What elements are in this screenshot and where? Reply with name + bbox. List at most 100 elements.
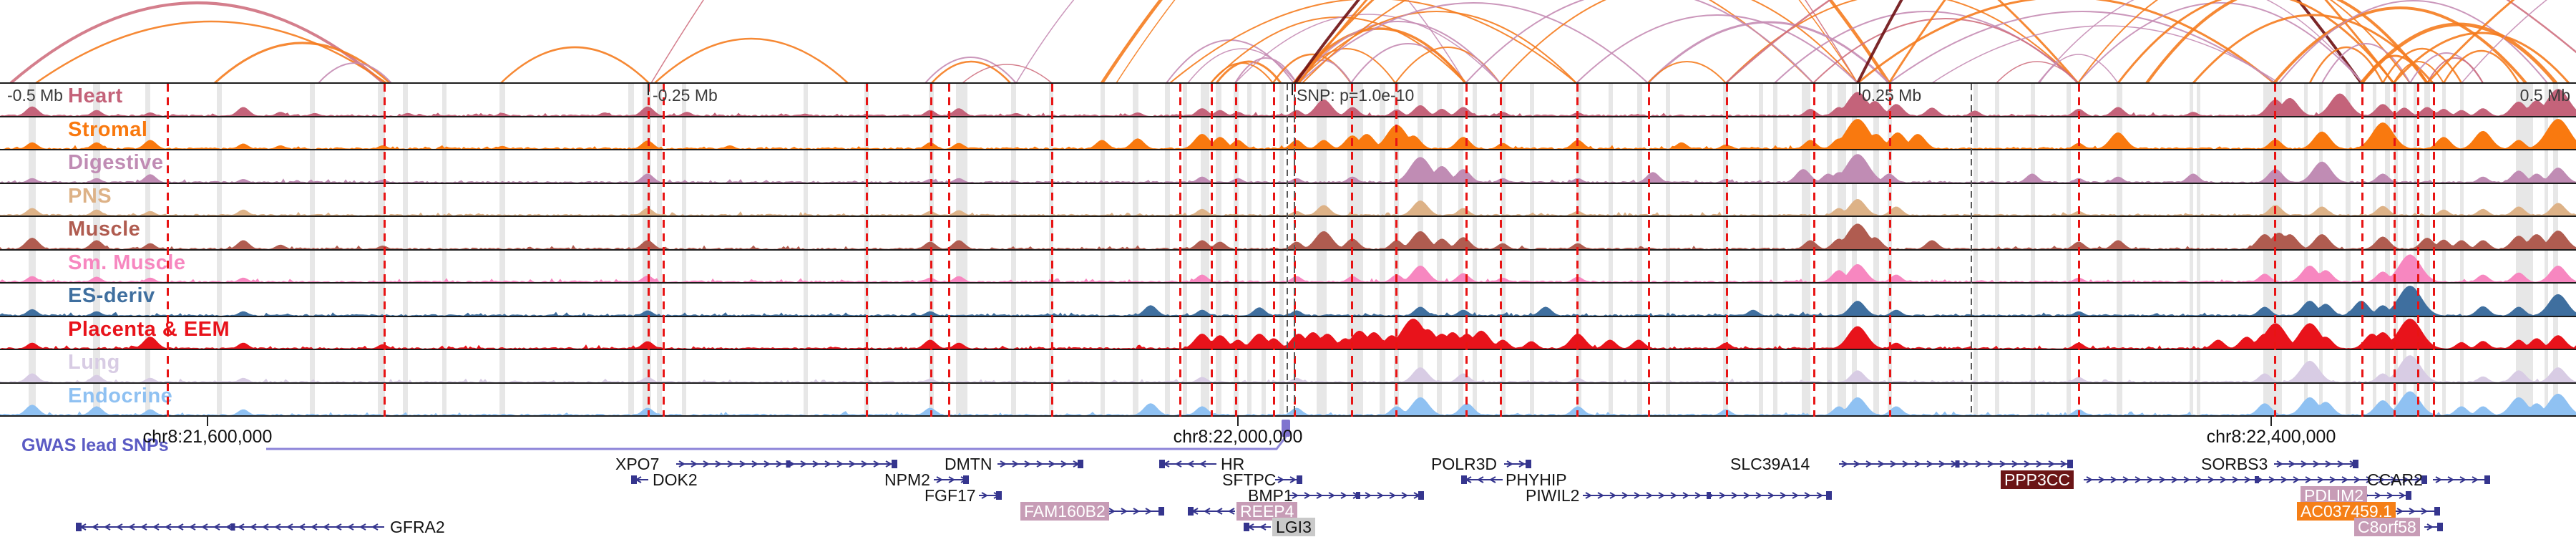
interaction-arc[interactable]	[1499, 0, 1858, 83]
interaction-arc[interactable]	[1234, 57, 1297, 83]
gene-body-fam160b2[interactable]	[1106, 507, 1164, 516]
gene-label-hr[interactable]: HR	[1221, 455, 1245, 473]
interaction-arc[interactable]	[2321, 43, 2411, 83]
signal-plot[interactable]	[0, 184, 2576, 216]
gene-label-sftpc[interactable]: SFTPC	[1222, 470, 1277, 489]
gene-label-sorbs3[interactable]: SORBS3	[2201, 455, 2268, 473]
interaction-arc[interactable]	[35, 20, 387, 83]
gene-label-xpo7[interactable]: XPO7	[615, 455, 660, 473]
interaction-arc[interactable]	[2077, 2, 2363, 83]
gene-body-phyhip[interactable]	[1461, 475, 1503, 484]
interaction-arc[interactable]	[213, 42, 391, 83]
gene-label-c8orf58[interactable]: C8orf58	[2354, 518, 2420, 536]
gene-label-npm2[interactable]: NPM2	[884, 470, 930, 489]
interaction-arc[interactable]	[2145, 0, 2429, 83]
interaction-arc[interactable]	[654, 37, 849, 83]
interaction-arc[interactable]	[1576, 14, 1858, 83]
gene-body-dok2[interactable]	[631, 475, 648, 484]
gene-body-sorbs3[interactable]	[2274, 460, 2358, 468]
epigenome-track-lung[interactable]: Lung	[0, 350, 2576, 384]
signal-plot[interactable]	[0, 218, 2576, 249]
gene-body-polr3d[interactable]	[1504, 460, 1531, 468]
gene-label-piwil2[interactable]: PIWIL2	[1526, 486, 1580, 505]
interaction-arc[interactable]	[1646, 21, 1890, 83]
gene-body-pdlim2[interactable]	[2360, 491, 2411, 500]
epigenome-track-stromal[interactable]: Stromal	[0, 117, 2576, 150]
interaction-arc[interactable]	[931, 60, 1011, 83]
interaction-arc[interactable]	[1215, 60, 1282, 83]
gene-label-pdlim2[interactable]: PDLIM2	[2301, 486, 2368, 505]
interaction-arc[interactable]	[1296, 11, 1577, 83]
interaction-arc[interactable]	[1813, 18, 2079, 83]
interaction-arc[interactable]	[1187, 48, 1297, 83]
interaction-arc[interactable]	[2117, 0, 2395, 83]
gwas-lead-snp-marker[interactable]	[1282, 420, 1290, 437]
interaction-arc[interactable]	[2461, 0, 2576, 83]
interaction-arc[interactable]	[1302, 0, 1814, 83]
interaction-arc[interactable]	[1647, 61, 1727, 83]
epigenome-track-muscle[interactable]: Muscle	[0, 217, 2576, 251]
interaction-arc-layer[interactable]	[0, 0, 2576, 83]
interaction-arc[interactable]	[2393, 61, 2444, 83]
interaction-arc[interactable]	[2273, 6, 2527, 83]
gene-body-bmp1[interactable]	[1289, 491, 1424, 500]
interaction-arc[interactable]	[1298, 2, 1649, 83]
gene-body-c8orf58[interactable]	[2424, 523, 2443, 531]
gene-label-lgi3[interactable]: LGI3	[1272, 518, 1315, 536]
signal-plot[interactable]	[0, 117, 2576, 149]
interaction-arc[interactable]	[9, 1, 385, 83]
gene-label-dok2[interactable]: DOK2	[653, 470, 698, 489]
epigenome-track-digestive[interactable]: Digestive	[0, 150, 2576, 184]
interaction-arc[interactable]	[2426, 0, 2576, 83]
gene-label-dmtn[interactable]: DMTN	[945, 455, 992, 473]
signal-plot[interactable]	[0, 284, 2576, 316]
gene-body-reep4[interactable]	[1188, 507, 1235, 516]
interaction-arc[interactable]	[1931, 25, 2280, 83]
gene-body-gfra2[interactable]	[76, 523, 384, 531]
gene-label-bmp1[interactable]: BMP1	[1248, 486, 1293, 505]
gene-structure-layer[interactable]	[0, 417, 2576, 537]
epigenome-track-heart[interactable]: Heart	[0, 84, 2576, 117]
signal-plot[interactable]	[0, 251, 2576, 282]
interaction-arc[interactable]	[962, 64, 1053, 83]
gene-label-ppp3cc[interactable]: PPP3CC	[2001, 470, 2074, 489]
gene-body-dmtn[interactable]	[997, 460, 1083, 468]
interaction-arc[interactable]	[2442, 49, 2520, 83]
interaction-arc[interactable]	[1210, 62, 1274, 83]
interaction-arc[interactable]	[500, 46, 650, 83]
epigenome-track-sm-muscle[interactable]: Sm. Muscle	[0, 251, 2576, 284]
interaction-arc[interactable]	[1465, 0, 1814, 83]
epigenome-track-placenta-eem[interactable]: Placenta & EEM	[0, 317, 2576, 350]
interaction-arc[interactable]	[2037, 0, 2363, 83]
gene-label-phyhip[interactable]: PHYHIP	[1506, 470, 1567, 489]
interaction-arc[interactable]	[924, 57, 1017, 83]
interaction-arc[interactable]	[2426, 57, 2484, 83]
interaction-arc[interactable]	[2192, 14, 2434, 83]
interaction-arc[interactable]	[1888, 11, 2276, 83]
interaction-arc[interactable]	[2361, 54, 2429, 83]
gene-label-polr3d[interactable]: POLR3D	[1431, 455, 1498, 473]
gene-label-ac037459.1[interactable]: AC037459.1	[2297, 502, 2396, 521]
signal-plot[interactable]	[0, 151, 2576, 183]
gene-label-fam160b2[interactable]: FAM160B2	[1020, 502, 1109, 521]
gene-body-lgi3[interactable]	[1244, 523, 1271, 531]
gene-body-fgf17[interactable]	[979, 491, 1002, 500]
signal-plot[interactable]	[0, 384, 2576, 415]
gene-label-fgf17[interactable]: FGF17	[924, 486, 976, 505]
gene-label-gfra2[interactable]: GFRA2	[390, 518, 445, 536]
interaction-arc[interactable]	[2360, 22, 2557, 83]
signal-plot[interactable]	[0, 84, 2576, 116]
gene-body-xpo7[interactable]	[676, 460, 897, 468]
gene-body-ac037459.1[interactable]	[2394, 507, 2440, 516]
interaction-arc[interactable]	[1296, 21, 1501, 83]
gene-label-ccar2[interactable]: CCAR2	[2367, 470, 2423, 489]
interaction-arc[interactable]	[1169, 0, 1577, 83]
interaction-arc[interactable]	[2039, 54, 2119, 83]
epigenome-tracks-panel[interactable]: Heart Stromal Digestive PNS Muscle Sm. Muscle…	[0, 82, 2576, 417]
interaction-arc[interactable]	[318, 62, 392, 83]
epigenome-track-endocrine[interactable]: Endocrine	[0, 384, 2576, 417]
gene-label-reep4[interactable]: REEP4	[1236, 502, 1298, 521]
gene-body-ccar2[interactable]	[2433, 475, 2490, 484]
epigenome-track-pns[interactable]: PNS	[0, 184, 2576, 217]
interaction-arc[interactable]	[2278, 0, 2548, 83]
